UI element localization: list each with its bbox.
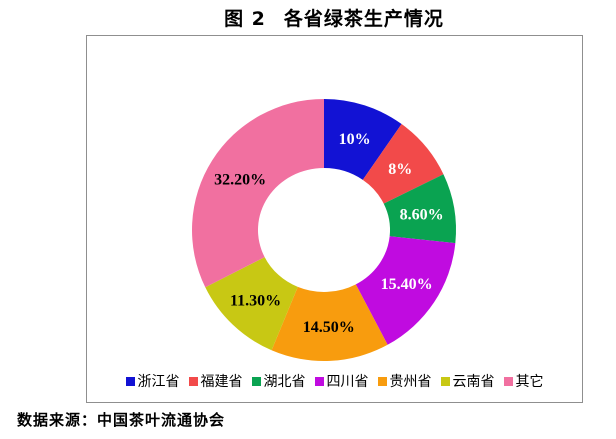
legend-label: 四川省 — [326, 374, 369, 390]
legend-item-7: 其它 — [503, 371, 544, 391]
chart-box: 10% 8% 8.60% 15.40% 14.50% 11.30% 32.20% 浙江省 福建… — [86, 35, 583, 403]
data-source: 数据来源：中国茶叶流通协会 — [17, 411, 226, 429]
slice-value-label: 15.40% — [381, 276, 433, 293]
legend-swatch-icon — [314, 376, 324, 386]
legend-label: 湖北省 — [263, 374, 306, 390]
figure-title-text: 各省绿茶生产情况 — [283, 8, 444, 30]
legend-item-3: 湖北省 — [251, 371, 306, 391]
slice-value-label: 11.30% — [230, 292, 281, 309]
legend-label: 贵州省 — [389, 374, 432, 390]
slice-value-label: 10% — [339, 131, 371, 148]
donut-slice-4 — [355, 236, 456, 345]
slice-value-label: 32.20% — [214, 171, 266, 188]
legend-swatch-icon — [251, 376, 261, 386]
legend-item-2: 福建省 — [188, 371, 243, 391]
legend-swatch-icon — [503, 376, 513, 386]
legend-item-6: 云南省 — [440, 371, 495, 391]
slice-value-label: 14.50% — [303, 319, 355, 336]
legend-swatch-icon — [377, 376, 387, 386]
figure-number: 图 2 — [224, 8, 266, 30]
donut-slice-3 — [383, 174, 456, 244]
legend-swatch-icon — [440, 376, 450, 386]
legend-item-4: 四川省 — [314, 371, 369, 391]
figure-title: 图 2 各省绿茶生产情况 — [86, 4, 582, 31]
legend-label: 福建省 — [200, 374, 243, 390]
donut-chart: 10% 8% 8.60% 15.40% 14.50% 11.30% 32.20% — [192, 99, 456, 362]
legend-label: 其它 — [515, 374, 544, 390]
donut-slice-2 — [362, 124, 444, 204]
slice-value-label: 8% — [388, 161, 412, 178]
legend-item-1: 浙江省 — [125, 371, 180, 391]
donut-slice-5 — [271, 284, 388, 362]
legend-label: 浙江省 — [137, 374, 180, 390]
chart-legend: 浙江省 福建省 湖北省 四川省 贵州省 云南省 其它 — [87, 371, 582, 391]
slice-value-label: 8.60% — [400, 206, 444, 223]
donut-slice-7 — [192, 99, 324, 288]
legend-swatch-icon — [125, 376, 135, 386]
legend-item-5: 贵州省 — [377, 371, 432, 391]
legend-label: 云南省 — [452, 374, 495, 390]
legend-swatch-icon — [188, 376, 198, 386]
donut-slice-6 — [205, 257, 298, 351]
donut-slice-1 — [324, 99, 402, 180]
